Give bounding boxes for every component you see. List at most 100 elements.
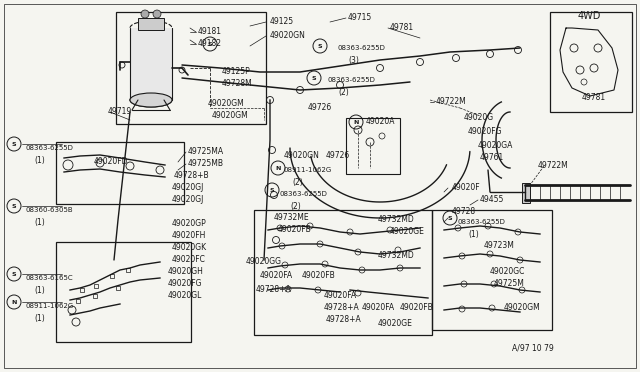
Text: 08363-6165C: 08363-6165C bbox=[26, 275, 74, 281]
Text: 49761: 49761 bbox=[480, 154, 504, 163]
Text: (1): (1) bbox=[468, 230, 479, 238]
Text: 49020FG: 49020FG bbox=[168, 279, 202, 289]
Text: 49725MA: 49725MA bbox=[188, 148, 224, 157]
Text: A/97 10 79: A/97 10 79 bbox=[512, 343, 554, 353]
Text: 49723M: 49723M bbox=[484, 241, 515, 250]
Text: 49125: 49125 bbox=[270, 17, 294, 26]
Text: S: S bbox=[448, 215, 452, 221]
Text: 49020GL: 49020GL bbox=[168, 292, 202, 301]
Text: 49020FA: 49020FA bbox=[260, 272, 293, 280]
Text: 49020FA: 49020FA bbox=[324, 292, 357, 301]
Text: 49020GN: 49020GN bbox=[270, 32, 306, 41]
Text: 08911-1062G: 08911-1062G bbox=[284, 167, 332, 173]
Text: N: N bbox=[12, 299, 17, 305]
Text: 49020GA: 49020GA bbox=[478, 141, 513, 151]
Text: 49020GM: 49020GM bbox=[208, 99, 244, 109]
Bar bbox=[522, 183, 530, 203]
Text: 49020FA: 49020FA bbox=[362, 304, 395, 312]
Text: S: S bbox=[269, 187, 275, 192]
Bar bbox=[346, 118, 400, 174]
Bar bbox=[126, 268, 130, 272]
Text: S: S bbox=[12, 203, 16, 208]
Text: 49728: 49728 bbox=[452, 208, 476, 217]
Text: 49728+A: 49728+A bbox=[256, 285, 292, 295]
Bar bbox=[93, 294, 97, 298]
Text: 49020GJ: 49020GJ bbox=[172, 196, 204, 205]
Text: 49020FB: 49020FB bbox=[278, 225, 312, 234]
Circle shape bbox=[153, 10, 161, 18]
Text: 49728M: 49728M bbox=[222, 80, 253, 89]
Text: (1): (1) bbox=[34, 218, 45, 227]
Text: 49732MD: 49732MD bbox=[378, 251, 415, 260]
Text: (3): (3) bbox=[348, 55, 359, 64]
Text: 49020FH: 49020FH bbox=[172, 231, 206, 241]
Text: N: N bbox=[353, 119, 358, 125]
Bar bbox=[116, 286, 120, 290]
Bar bbox=[56, 142, 184, 204]
Text: (2): (2) bbox=[290, 202, 301, 211]
Text: 49182: 49182 bbox=[198, 39, 222, 48]
Text: 08911-1062G: 08911-1062G bbox=[26, 303, 74, 309]
Text: 49020FB: 49020FB bbox=[400, 304, 434, 312]
Text: S: S bbox=[12, 141, 16, 147]
Text: 49020GM: 49020GM bbox=[504, 304, 541, 312]
Text: 08363-6255D: 08363-6255D bbox=[280, 191, 328, 197]
Text: 49725M: 49725M bbox=[494, 279, 525, 289]
Bar bbox=[80, 288, 84, 292]
Text: 08363-6255D: 08363-6255D bbox=[338, 45, 386, 51]
Text: 49020A: 49020A bbox=[366, 118, 396, 126]
Text: 08363-6255D: 08363-6255D bbox=[26, 145, 74, 151]
Text: 49020G: 49020G bbox=[464, 113, 494, 122]
Text: (2): (2) bbox=[338, 87, 349, 96]
Bar bbox=[94, 284, 98, 288]
Text: S: S bbox=[12, 272, 16, 276]
Text: 49020FB: 49020FB bbox=[302, 272, 336, 280]
Text: 49020GG: 49020GG bbox=[246, 257, 282, 266]
Ellipse shape bbox=[130, 93, 172, 107]
Text: 49722M: 49722M bbox=[538, 161, 569, 170]
Bar bbox=[130, 28, 172, 100]
Text: S: S bbox=[312, 76, 316, 80]
Text: S: S bbox=[317, 44, 323, 48]
Text: (1): (1) bbox=[34, 314, 45, 323]
Bar bbox=[432, 210, 552, 330]
Text: S: S bbox=[208, 42, 212, 46]
Text: 08363-6255D: 08363-6255D bbox=[328, 77, 376, 83]
Text: 49181: 49181 bbox=[198, 28, 222, 36]
Text: 49715: 49715 bbox=[348, 13, 372, 22]
Text: (2): (2) bbox=[292, 177, 303, 186]
Text: 49732ME: 49732ME bbox=[274, 214, 310, 222]
Text: 49455: 49455 bbox=[480, 196, 504, 205]
Text: 49020GC: 49020GC bbox=[490, 267, 525, 276]
Text: 49726: 49726 bbox=[326, 151, 350, 160]
Text: (1): (1) bbox=[34, 285, 45, 295]
Text: 49020FC: 49020FC bbox=[172, 256, 206, 264]
Text: 49020GJ: 49020GJ bbox=[172, 183, 204, 192]
Text: 49781: 49781 bbox=[582, 93, 606, 103]
Bar bbox=[254, 210, 432, 335]
Text: 49020GE: 49020GE bbox=[378, 320, 413, 328]
Text: N: N bbox=[275, 166, 281, 170]
Bar bbox=[76, 299, 80, 303]
Text: 08363-6255D: 08363-6255D bbox=[458, 219, 506, 225]
Text: 49726: 49726 bbox=[308, 103, 332, 112]
Text: 49020GN: 49020GN bbox=[284, 151, 320, 160]
Text: 08360-6305B: 08360-6305B bbox=[26, 207, 74, 213]
Text: 4WD: 4WD bbox=[578, 11, 602, 21]
Text: 49125P: 49125P bbox=[222, 67, 251, 77]
Text: 49020FD: 49020FD bbox=[94, 157, 129, 167]
Bar bbox=[550, 12, 632, 112]
Text: 49020GH: 49020GH bbox=[168, 267, 204, 276]
Text: 49020GP: 49020GP bbox=[172, 219, 207, 228]
Text: 49719: 49719 bbox=[108, 108, 132, 116]
Bar bbox=[138, 18, 164, 30]
Text: 49732MD: 49732MD bbox=[378, 215, 415, 224]
Bar bbox=[110, 274, 114, 278]
Bar bbox=[116, 12, 266, 124]
Text: 49725MB: 49725MB bbox=[188, 160, 224, 169]
Text: 49020GE: 49020GE bbox=[390, 228, 425, 237]
Text: 49728+A: 49728+A bbox=[324, 304, 360, 312]
Text: 49020GK: 49020GK bbox=[172, 244, 207, 253]
Bar bbox=[56, 242, 191, 342]
Text: 49781: 49781 bbox=[390, 23, 414, 32]
